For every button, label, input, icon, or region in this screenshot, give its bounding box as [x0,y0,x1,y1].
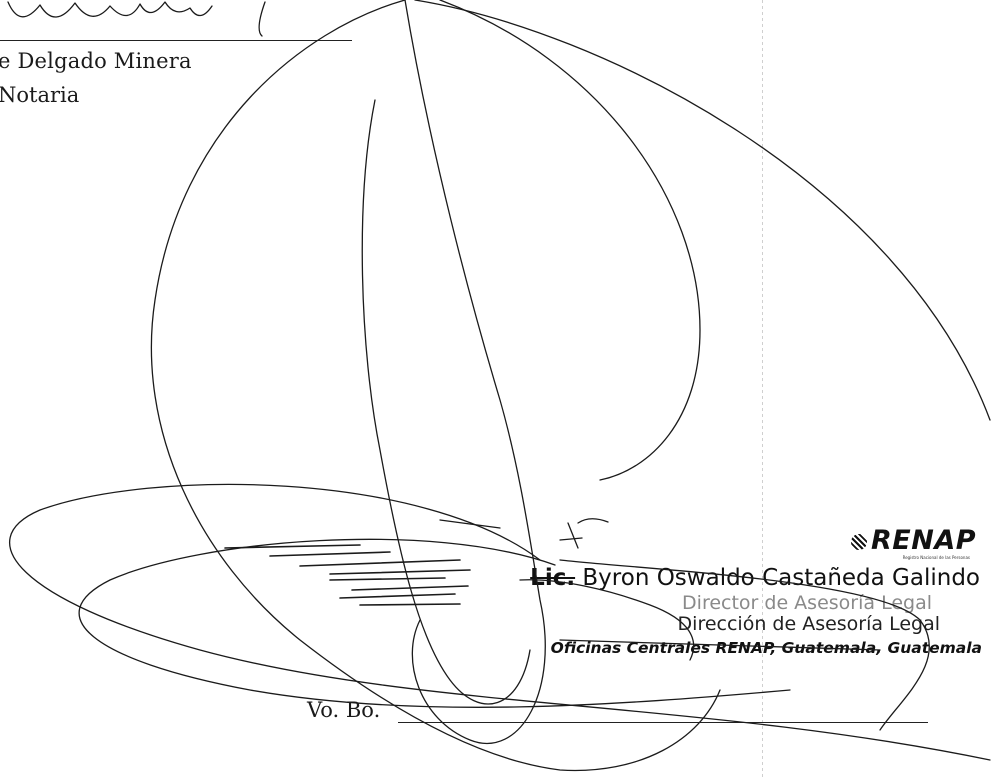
renap-logo-text: RENAP [870,525,976,556]
notary-signature-stroke [7,1,266,37]
stamp-name-text: Byron Oswaldo Castañeda Galindo [575,565,980,591]
renap-emblem-icon [850,533,867,550]
approval-signature-line [398,722,928,723]
renap-stamp: RENAP Registro Nacional de las Personas … [520,525,990,715]
stamp-role-director: Director de Asesoría Legal [682,592,932,614]
approval-label: Vo. Bo. [307,698,381,722]
signature-dash [439,519,501,529]
signature-hatch [224,544,471,606]
renap-logo: RENAP [850,525,976,556]
signature-loop-inner [439,0,701,481]
notary-signature-line [0,40,352,41]
stamp-signatory-name: Lic. Byron Oswaldo Castañeda Galindo [530,565,980,591]
notary-title: Notaria [0,83,80,107]
renap-logo-subtitle: Registro Nacional de las Personas [902,555,970,560]
signature-inner-stroke [361,99,531,705]
signature-loop-right [414,0,991,421]
stamp-role-department: Dirección de Asesoría Legal [677,613,940,635]
stamp-office: Oficinas Centrales RENAP, Guatemala, Gua… [550,639,982,657]
notary-name: e Delgado Minera [0,49,192,73]
stamp-prefix: Lic. [530,565,576,591]
